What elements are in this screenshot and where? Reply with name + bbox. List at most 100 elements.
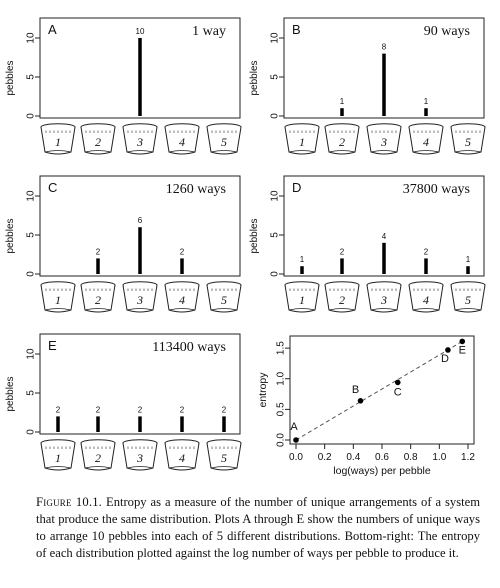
bucket-number: 1 xyxy=(299,135,305,149)
bucket-bottom xyxy=(454,150,482,153)
bucket-bottom xyxy=(126,308,154,311)
plot-frame xyxy=(39,333,241,435)
bucket-icon: 3 xyxy=(366,281,402,313)
bucket-bottom xyxy=(44,150,72,153)
pebble-panel-a: 0 5 10 pebbles A 1 way 10 1 2 3 4 5 xyxy=(5,17,242,155)
bar-value-label: 2 xyxy=(180,405,185,414)
caption-label: Figure 10.1. xyxy=(36,495,103,509)
y-axis-label: entropy xyxy=(257,372,269,408)
y-tick-label: 10 xyxy=(26,32,37,44)
panel-letter: E xyxy=(48,338,57,353)
bucket-bottom xyxy=(44,308,72,311)
panel-letter: D xyxy=(292,180,301,195)
panel-letter: A xyxy=(48,22,57,37)
x-tick-label: 0.2 xyxy=(318,452,332,463)
bar-value-label: 2 xyxy=(222,405,227,414)
y-axis-label: pebbles xyxy=(5,376,16,411)
bar-value-label: 1 xyxy=(340,97,345,106)
bucket-bottom xyxy=(454,308,482,311)
bucket-bottom xyxy=(168,150,196,153)
bucket-bottom xyxy=(328,150,356,153)
bucket-icon: 3 xyxy=(122,439,158,471)
bucket-number: 2 xyxy=(95,293,101,307)
figure-caption: Figure 10.1. Entropy as a measure of the… xyxy=(36,494,480,562)
bucket-icon: 4 xyxy=(164,123,200,155)
point-label: E xyxy=(459,344,466,356)
y-tick-label: 1.5 xyxy=(276,341,287,355)
bucket-icon: 2 xyxy=(324,281,360,313)
y-tick-label: 10 xyxy=(26,190,37,202)
bucket-number: 2 xyxy=(95,135,101,149)
panel-letter: B xyxy=(292,22,301,37)
point-label: B xyxy=(352,384,359,396)
caption-text: Entropy as a measure of the number of un… xyxy=(36,495,480,560)
bucket-bottom xyxy=(84,466,112,469)
x-tick-label: 1.2 xyxy=(461,452,475,463)
bucket-bottom xyxy=(370,150,398,153)
bucket-bottom xyxy=(288,150,316,153)
bar-value-label: 4 xyxy=(382,232,387,241)
bucket-icon: 1 xyxy=(40,123,76,155)
bucket-bottom xyxy=(84,308,112,311)
bar-value-label: 1 xyxy=(466,255,471,264)
point-label: D xyxy=(441,353,449,365)
bucket-icon: 1 xyxy=(40,281,76,313)
y-axis-label: pebbles xyxy=(249,218,260,253)
bucket-icon: 5 xyxy=(206,123,242,155)
y-axis-label: pebbles xyxy=(249,60,260,95)
bucket-bottom xyxy=(210,466,238,469)
bucket-number: 2 xyxy=(339,135,345,149)
pebble-panel-e: 0 5 10 pebbles E 113400 ways 2 2 2 2 2 1 2 3 4 5 xyxy=(5,333,242,471)
ways-label: 37800 ways xyxy=(403,182,470,197)
bar-value-label: 2 xyxy=(96,405,101,414)
bucket-number: 5 xyxy=(465,135,471,149)
y-tick-label: 0.5 xyxy=(276,402,287,416)
bucket-icon: 2 xyxy=(80,123,116,155)
bar-value-label: 2 xyxy=(180,247,185,256)
bucket-icon: 1 xyxy=(284,281,320,313)
bucket-icon: 2 xyxy=(324,123,360,155)
y-axis-label: pebbles xyxy=(5,218,16,253)
bucket-number: 1 xyxy=(55,135,61,149)
plot-frame xyxy=(283,175,485,277)
bucket-number: 1 xyxy=(55,451,61,465)
bucket-bottom xyxy=(126,466,154,469)
plot-frame xyxy=(283,17,485,119)
bucket-number: 5 xyxy=(221,451,227,465)
bar-value-label: 2 xyxy=(424,247,429,256)
point-label: C xyxy=(394,386,402,398)
data-point xyxy=(394,379,401,386)
x-tick-label: 0.8 xyxy=(404,452,418,463)
pebble-panel-b: 0 5 10 pebbles B 90 ways 1 8 1 1 2 3 4 5 xyxy=(249,17,486,155)
point-label: A xyxy=(290,421,298,433)
bucket-number: 3 xyxy=(380,135,387,149)
x-tick-label: 0.6 xyxy=(375,452,389,463)
bucket-bottom xyxy=(370,308,398,311)
bucket-icon: 5 xyxy=(450,281,486,313)
bucket-bottom xyxy=(210,308,238,311)
x-tick-label: 0.0 xyxy=(289,452,303,463)
bucket-number: 4 xyxy=(179,135,185,149)
y-tick-label: 0 xyxy=(26,429,37,435)
bucket-number: 1 xyxy=(55,293,61,307)
bar-value-label: 10 xyxy=(136,27,145,36)
bar-value-label: 1 xyxy=(300,255,305,264)
bucket-bottom xyxy=(412,150,440,153)
x-axis-label: log(ways) per pebble xyxy=(333,465,431,477)
bucket-icon: 1 xyxy=(40,439,76,471)
bucket-icon: 5 xyxy=(450,123,486,155)
bar-value-label: 2 xyxy=(138,405,143,414)
bucket-number: 1 xyxy=(299,293,305,307)
x-tick-label: 1.0 xyxy=(432,452,446,463)
y-tick-label: 1.0 xyxy=(276,371,287,385)
bar-value-label: 2 xyxy=(56,405,61,414)
data-point xyxy=(293,437,299,443)
bucket-number: 4 xyxy=(179,293,185,307)
bucket-number: 5 xyxy=(465,293,471,307)
bucket-number: 3 xyxy=(136,451,143,465)
y-axis-label: pebbles xyxy=(5,60,16,95)
pebble-panel-c: 0 5 10 pebbles C 1260 ways 2 6 2 1 2 3 4 5 xyxy=(5,175,242,313)
bucket-bottom xyxy=(168,308,196,311)
y-tick-label: 0 xyxy=(270,271,281,277)
